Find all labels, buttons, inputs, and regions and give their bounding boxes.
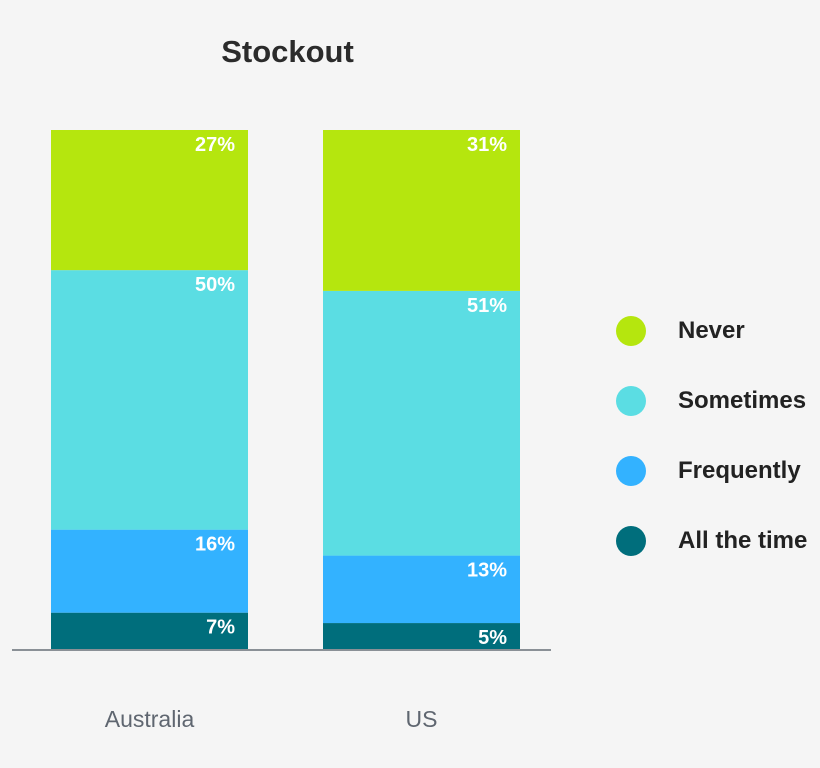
bar-australia-all-the-time <box>51 612 248 649</box>
data-label-us-sometimes: 51% <box>467 295 507 317</box>
legend: Never Sometimes Frequently All the time <box>616 296 807 576</box>
legend-item-never: Never <box>616 296 807 366</box>
data-label-australia-frequently: 16% <box>195 534 235 556</box>
legend-swatch-sometimes <box>616 386 646 416</box>
legend-item-frequently: Frequently <box>616 436 807 506</box>
data-label-us-never: 31% <box>467 134 507 156</box>
legend-label-frequently: Frequently <box>678 457 801 484</box>
legend-label-all-the-time: All the time <box>678 527 808 554</box>
bar-us-never <box>323 130 520 291</box>
bar-australia-never <box>51 130 248 271</box>
data-label-australia-sometimes: 50% <box>195 274 235 296</box>
bar-us-all-the-time <box>323 623 520 649</box>
legend-label-sometimes: Sometimes <box>678 387 807 414</box>
bar-us-sometimes <box>323 290 520 556</box>
bar-us-frequently <box>323 555 520 624</box>
chart-title: Stockout <box>221 34 354 69</box>
x-tick-label-us: US <box>406 706 438 732</box>
data-label-us-frequently: 13% <box>467 560 507 582</box>
legend-item-sometimes: Sometimes <box>616 366 807 436</box>
legend-swatch-frequently <box>616 456 646 486</box>
legend-item-all-the-time: All the time <box>616 506 807 576</box>
data-label-australia-all-the-time: 7% <box>206 617 235 639</box>
x-tick-label-australia: Australia <box>105 706 195 732</box>
legend-label-never: Never <box>678 317 745 344</box>
legend-swatch-all-the-time <box>616 526 646 556</box>
legend-swatch-never <box>616 316 646 346</box>
bar-australia-frequently <box>51 529 248 613</box>
data-label-australia-never: 27% <box>195 134 235 156</box>
bar-australia-sometimes <box>51 270 248 530</box>
data-label-us-all-the-time: 5% <box>478 627 507 649</box>
